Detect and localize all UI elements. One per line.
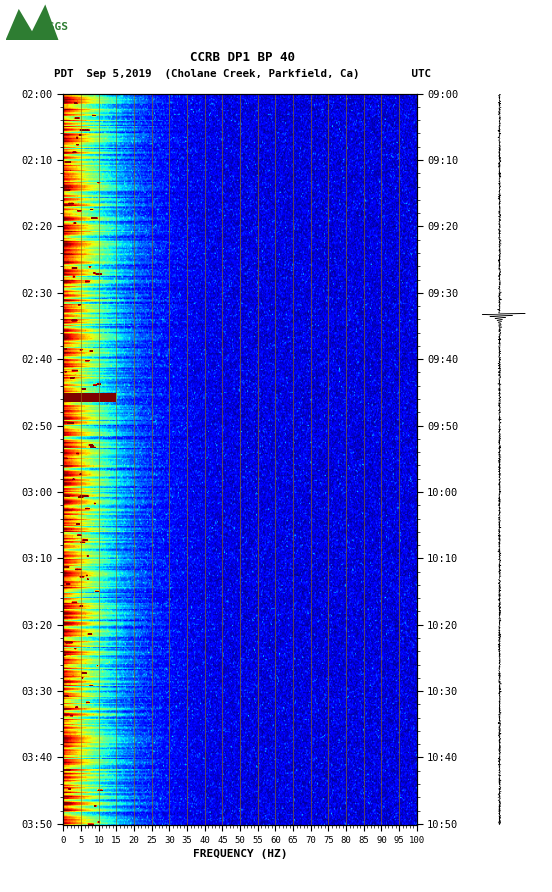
Text: PDT  Sep 5,2019  (Cholane Creek, Parkfield, Ca)        UTC: PDT Sep 5,2019 (Cholane Creek, Parkfield… xyxy=(55,69,431,79)
Polygon shape xyxy=(6,4,59,40)
Text: CCRB DP1 BP 40: CCRB DP1 BP 40 xyxy=(190,52,295,64)
X-axis label: FREQUENCY (HZ): FREQUENCY (HZ) xyxy=(193,848,288,859)
Text: USGS: USGS xyxy=(41,21,68,32)
